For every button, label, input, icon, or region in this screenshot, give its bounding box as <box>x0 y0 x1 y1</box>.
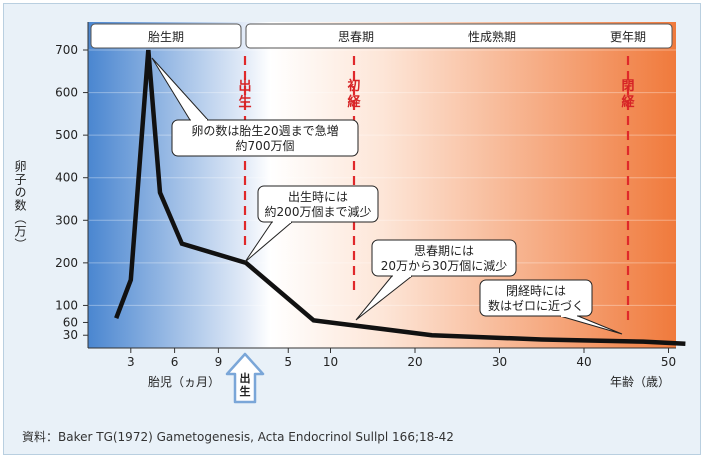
phase-box-postnatal <box>245 23 673 49</box>
y-tick-label: 400 <box>55 171 78 185</box>
marker-label: 経 <box>347 94 361 110</box>
phase-label: 性成熟期 <box>468 29 516 44</box>
callout-text: 数はゼロに近づく <box>488 298 584 313</box>
y-tick-label: 600 <box>55 86 78 100</box>
callout-text: 20万から30万個に減少 <box>381 258 508 273</box>
callout-text: 卵の数は胎生20週まで急増 <box>191 123 338 138</box>
y-tick-label: 60 <box>63 315 78 329</box>
y-tick-label: 500 <box>55 128 78 142</box>
fetal-axis-title: 胎児（ヵ月） <box>148 375 221 389</box>
callout-box <box>479 279 593 317</box>
age-tick-label: 50 <box>661 355 676 369</box>
y-tick-label: 30 <box>63 328 78 342</box>
callout-text: 約200万個まで減少 <box>265 204 372 219</box>
age-tick-label: 30 <box>492 355 507 369</box>
fetal-tick-label: 9 <box>215 355 223 369</box>
fetal-tick-label: 6 <box>171 355 179 369</box>
y-axis-title: 卵子の数（万） <box>13 160 27 251</box>
age-axis-title: 年齢（歳） <box>610 375 671 389</box>
age-tick-label: 40 <box>576 355 591 369</box>
y-tick-label: 100 <box>55 298 78 312</box>
marker-label: 閉 <box>621 79 634 94</box>
y-tick-label: 200 <box>55 256 78 270</box>
ovum-count-line <box>114 49 686 346</box>
phase-box-fetal <box>90 23 242 49</box>
callout-text: 約700万個 <box>236 138 295 153</box>
phase-label: 思春期 <box>338 30 374 44</box>
fetal-tick-label: 3 <box>127 355 135 369</box>
y-tick-label: 300 <box>55 213 78 227</box>
callout-text: 出生時には <box>288 190 348 204</box>
callout-box <box>371 239 517 277</box>
callout-box <box>257 185 379 223</box>
marker-label: 初 <box>347 78 360 94</box>
birth-arrow-label: 出 <box>240 371 251 385</box>
birth-arrow-label: 生 <box>240 384 251 398</box>
phase-label: 更年期 <box>610 30 646 44</box>
age-tick-label: 20 <box>407 355 422 369</box>
age-tick-label: 10 <box>323 355 338 369</box>
age-tick-label: 5 <box>284 355 292 369</box>
phase-label: 胎生期 <box>148 30 184 44</box>
callout-box <box>171 119 359 157</box>
marker-label: 生 <box>238 94 251 110</box>
callout-text: 思春期には <box>414 244 474 258</box>
y-tick-label: 700 <box>55 43 78 57</box>
birth-arrow-icon <box>225 352 265 404</box>
marker-label: 出 <box>238 78 251 94</box>
source-citation: 資料：Baker TG(1972) Gametogenesis, Acta En… <box>22 430 454 444</box>
callout-text: 閉経時には <box>506 284 566 298</box>
marker-label: 経 <box>621 94 635 110</box>
